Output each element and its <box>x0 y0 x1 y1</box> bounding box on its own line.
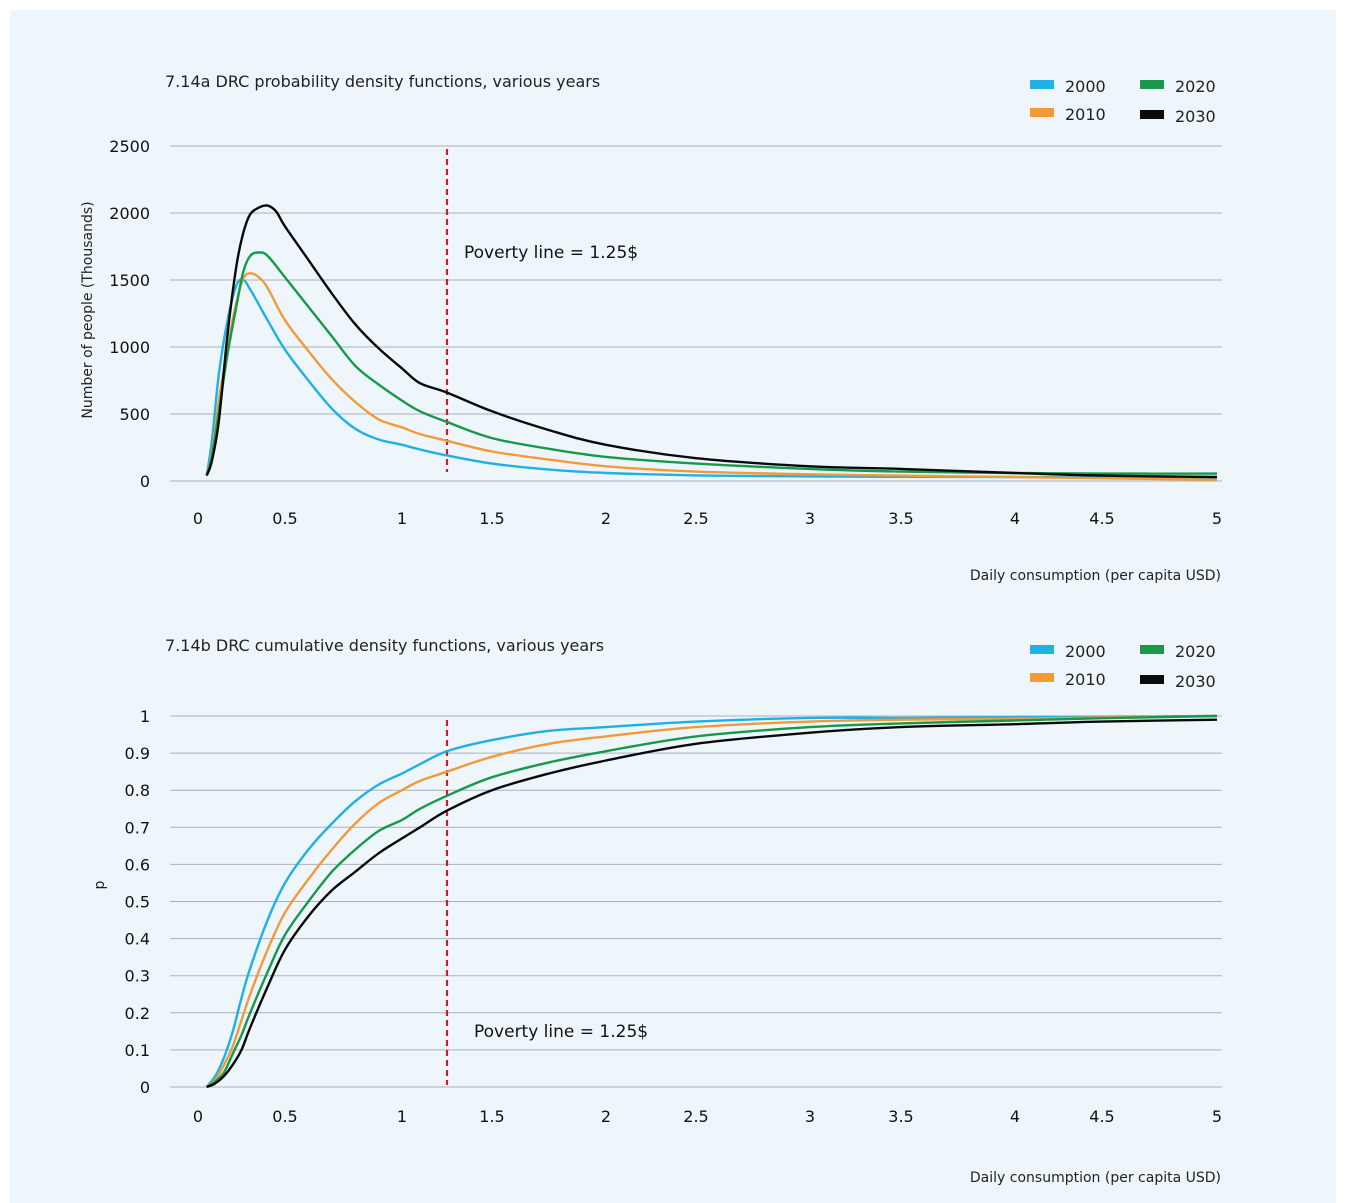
chart-a-y-tick-label: 1000 <box>109 338 150 357</box>
chart-a-series-2030-line <box>205 204 1218 479</box>
chart-a-x-tick-label: 4 <box>1010 509 1020 528</box>
chart-b-x-tick-label: 0 <box>193 1107 203 1126</box>
chart-a-poverty-label: Poverty line = 1.25$ <box>464 243 638 263</box>
chart-b-ylabel: p <box>92 880 108 889</box>
chart-b-series-2020-line <box>206 714 1218 1089</box>
chart-b-x-tick-label: 1 <box>397 1107 407 1126</box>
chart-a-series-2000-line <box>205 278 1218 479</box>
chart-b-y-tick-label: 0.1 <box>125 1041 150 1060</box>
chart-b-plot: 0 0.1 0.2 0.3 0.4 0.5 0.6 0.7 0.8 0.9 1 0 0.5 1 1.5 2 2.… <box>125 642 1223 1126</box>
chart-b-y-tick-label: 0 <box>140 1078 150 1097</box>
figure-panel <box>10 10 1336 1203</box>
chart-b-xlabel: Daily consumption (per capita USD) <box>970 1170 1221 1186</box>
chart-a-y-tick-label: 2500 <box>109 137 150 156</box>
chart-a-x-tick-label: 2 <box>601 509 611 528</box>
chart-b-x-tick-label: 3 <box>805 1107 815 1126</box>
chart-a-legend-label-2010: 2010 <box>1065 105 1106 124</box>
chart-b-y-tick-label: 0.6 <box>125 855 150 874</box>
chart-a-x-tick-label: 3.5 <box>888 509 913 528</box>
chart-a-title: 7.14a DRC probability density functions,… <box>165 72 600 91</box>
chart-a-legend-swatch-2020 <box>1140 80 1164 89</box>
chart-a-x-tick-label: 0.5 <box>272 509 297 528</box>
chart-b-y-tick-label: 0.5 <box>125 893 150 912</box>
chart-a-xlabel: Daily consumption (per capita USD) <box>970 568 1221 584</box>
chart-b-series-2030-line <box>206 718 1218 1089</box>
chart-b-legend-label-2010: 2010 <box>1065 670 1106 689</box>
chart-a-x-tick-label: 2.5 <box>683 509 708 528</box>
chart-a-series-2020-line <box>205 251 1218 476</box>
chart-a-series-2010-line <box>205 272 1218 481</box>
chart-a-ylabel: Number of people (Thousands) <box>80 201 96 418</box>
chart-b-y-tick-label: 0.2 <box>125 1004 150 1023</box>
chart-b-legend-swatch-2030 <box>1140 675 1164 684</box>
chart-b-poverty-label: Poverty line = 1.25$ <box>474 1022 648 1042</box>
chart-a-legend-label-2000: 2000 <box>1065 77 1106 96</box>
chart-a-x-tick-label: 1 <box>397 509 407 528</box>
chart-a-legend-label-2030: 2030 <box>1175 107 1216 126</box>
chart-b-y-tick-label: 0.3 <box>125 967 150 986</box>
chart-b-y-tick-label: 0.9 <box>125 744 150 763</box>
chart-b-legend-swatch-2010 <box>1030 673 1054 682</box>
chart-a-plot: 0 500 1000 1500 2000 2500 0 0.5 1 1.5 2 2.5 3 3.5 4 4.5… <box>109 77 1222 528</box>
chart-b-y-tick-label: 0.8 <box>125 781 150 800</box>
chart-a-x-tick-label: 4.5 <box>1089 509 1114 528</box>
chart-a-y-tick-label: 500 <box>119 405 150 424</box>
chart-a-y-tick-label: 1500 <box>109 271 150 290</box>
chart-a-x-tick-label: 3 <box>805 509 815 528</box>
chart-a-y-tick-label: 2000 <box>109 204 150 223</box>
chart-a-x-tick-label: 5 <box>1212 509 1222 528</box>
chart-a-x-tick-label: 1.5 <box>479 509 504 528</box>
chart-b-x-tick-label: 0.5 <box>272 1107 297 1126</box>
chart-b-x-tick-label: 4 <box>1010 1107 1020 1126</box>
chart-b-title: 7.14b DRC cumulative density functions, … <box>165 636 604 655</box>
chart-b-legend-label-2030: 2030 <box>1175 672 1216 691</box>
chart-b-legend-label-2020: 2020 <box>1175 642 1216 661</box>
chart-b-x-tick-label: 2 <box>601 1107 611 1126</box>
chart-b-y-tick-label: 1 <box>140 707 150 726</box>
chart-b-legend-swatch-2000 <box>1030 645 1054 654</box>
chart-a-y-tick-label: 0 <box>140 472 150 491</box>
chart-a-legend-swatch-2010 <box>1030 108 1054 117</box>
chart-b-x-tick-label: 1.5 <box>479 1107 504 1126</box>
chart-a-legend-label-2020: 2020 <box>1175 77 1216 96</box>
chart-b-series-2010-line <box>205 714 1218 1088</box>
chart-b-x-tick-label: 5 <box>1212 1107 1222 1126</box>
chart-a-x-tick-label: 0 <box>193 509 203 528</box>
chart-b-x-tick-label: 2.5 <box>683 1107 708 1126</box>
chart-b-y-tick-label: 0.4 <box>125 930 150 949</box>
chart-b-series-2000-line <box>205 714 1218 1088</box>
chart-b-legend-label-2000: 2000 <box>1065 642 1106 661</box>
chart-b-legend-swatch-2020 <box>1140 645 1164 654</box>
chart-a-legend-swatch-2030 <box>1140 110 1164 119</box>
chart-a-legend-swatch-2000 <box>1030 80 1054 89</box>
chart-b-x-tick-label: 3.5 <box>888 1107 913 1126</box>
chart-b-y-tick-label: 0.7 <box>125 818 150 837</box>
chart-b-x-tick-label: 4.5 <box>1089 1107 1114 1126</box>
